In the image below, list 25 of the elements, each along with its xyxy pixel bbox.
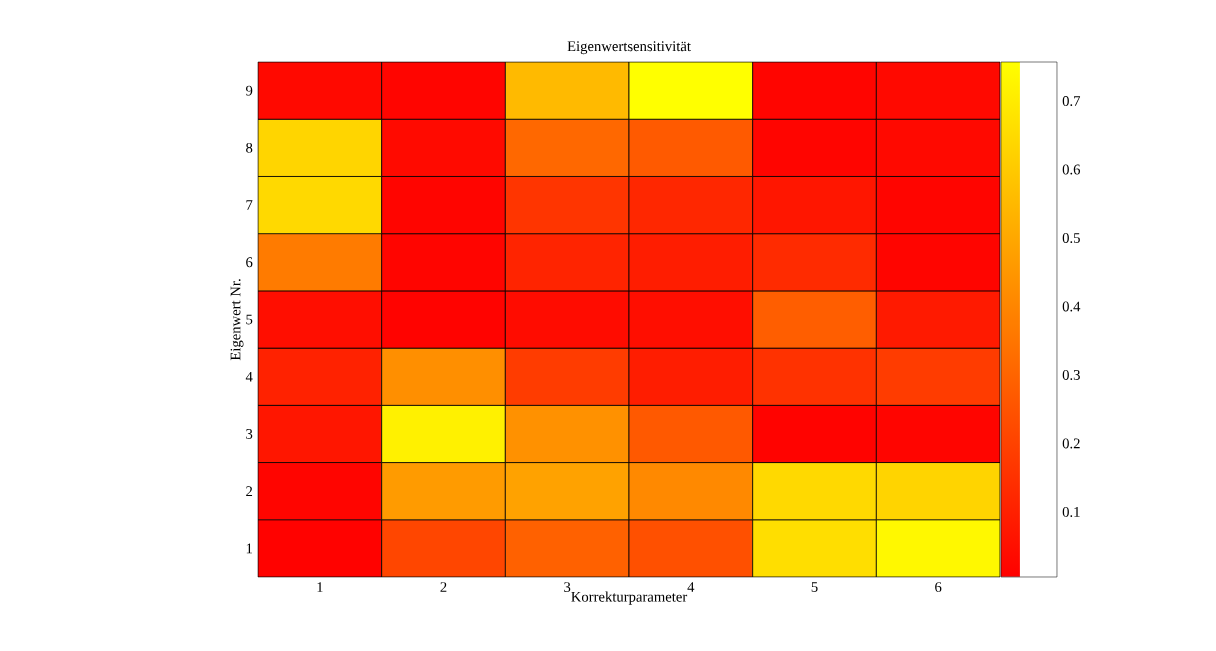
y-tick-label: 3 <box>246 429 253 439</box>
x-tick-label: 1 <box>317 582 323 592</box>
chart-title: Eigenwertsensitivität <box>567 41 691 55</box>
color-bar-label: 0.2 <box>1062 438 1080 449</box>
color-bar-label: 0.7 <box>1062 96 1081 107</box>
color-bar-label: 0.1 <box>1062 506 1080 517</box>
y-tick-label: 4 <box>245 371 253 382</box>
y-tick-label: 8 <box>246 142 253 153</box>
x-tick-label: 3 <box>564 582 571 593</box>
y-tick-label: 5 <box>246 314 253 325</box>
color-bar-label: 0.3 <box>1062 370 1080 380</box>
x-tick-label: 2 <box>440 582 447 592</box>
y-tick-label: 2 <box>246 486 253 497</box>
color-bar-label: 0.5 <box>1062 233 1080 243</box>
y-tick-label: 7 <box>246 200 253 210</box>
x-tick-label: 6 <box>935 582 942 593</box>
color-bar-label: 0.4 <box>1062 301 1081 312</box>
x-tick-label: 5 <box>811 582 818 592</box>
x-axis-title: Korrekturparameter <box>571 591 688 605</box>
y-tick-label: 1 <box>246 543 252 554</box>
x-tick-label: 4 <box>687 582 695 592</box>
y-tick-label: 6 <box>246 257 253 268</box>
color-bar-label: 0.6 <box>1062 164 1081 175</box>
y-axis-title: Eigenwert Nr. <box>230 279 244 361</box>
y-tick-label: 9 <box>246 85 253 96</box>
